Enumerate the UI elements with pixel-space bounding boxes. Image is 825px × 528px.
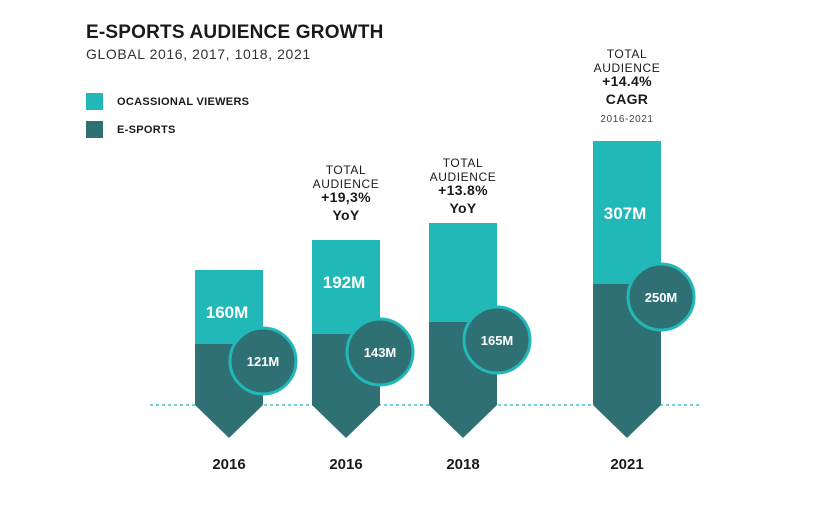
circle-esports-3 (626, 262, 696, 332)
annotation-1-line-1: AUDIENCE (430, 170, 497, 184)
legend: OCASSIONAL VIEWERS E-SPORTS (86, 92, 249, 148)
annotation-0-line-2: +19,3% (321, 189, 371, 205)
annotation-1-line-2: +13.8% (438, 182, 488, 198)
label-esports-2: 165M (481, 333, 514, 348)
bar-occasional-3 (593, 141, 661, 284)
circle-esports-1 (345, 317, 415, 387)
annotation-2-line-0: TOTAL (607, 47, 648, 61)
x-tick-label-2: 2018 (446, 456, 479, 473)
circle-esports-2 (462, 305, 532, 375)
annotation-0-line-3: YoY (332, 207, 359, 223)
annotation-1-line-3: YoY (449, 200, 476, 216)
circle-esports-0 (228, 326, 298, 396)
chart-subtitle: GLOBAL 2016, 2017, 1018, 2021 (86, 46, 311, 62)
bar-occasional-2 (429, 223, 497, 322)
annotation-2-line-1: AUDIENCE (594, 61, 661, 75)
annotation-1-line-0: TOTAL (443, 156, 484, 170)
label-esports-3: 250M (645, 290, 678, 305)
legend-item-occasional: OCASSIONAL VIEWERS (86, 92, 249, 111)
legend-item-esports: E-SPORTS (86, 120, 249, 139)
label-occasional-0: 160M (206, 303, 249, 322)
annotation-0-line-0: TOTAL (326, 163, 367, 177)
label-occasional-1: 192M (323, 273, 366, 292)
x-tick-label-3: 2021 (610, 456, 643, 473)
bar-occasional-1 (312, 240, 380, 334)
label-occasional-3: 307M (604, 204, 647, 223)
x-tick-label-0: 2016 (212, 456, 245, 473)
annotation-2-line-2: +14.4% (602, 73, 652, 89)
x-tick-label-1: 2016 (329, 456, 362, 473)
legend-label-esports: E-SPORTS (117, 123, 176, 136)
annotation-2-line-3: CAGR (606, 91, 648, 107)
legend-label-occasional: OCASSIONAL VIEWERS (117, 95, 250, 108)
annotation-2-line-4: 2016-2021 (600, 114, 653, 125)
label-esports-0: 121M (247, 354, 280, 369)
annotation-0-line-1: AUDIENCE (313, 177, 380, 191)
legend-swatch-esports (86, 121, 103, 138)
label-esports-1: 143M (364, 345, 397, 360)
chart-title: E-SPORTS AUDIENCE GROWTH (86, 22, 384, 43)
legend-swatch-occasional (86, 93, 103, 110)
